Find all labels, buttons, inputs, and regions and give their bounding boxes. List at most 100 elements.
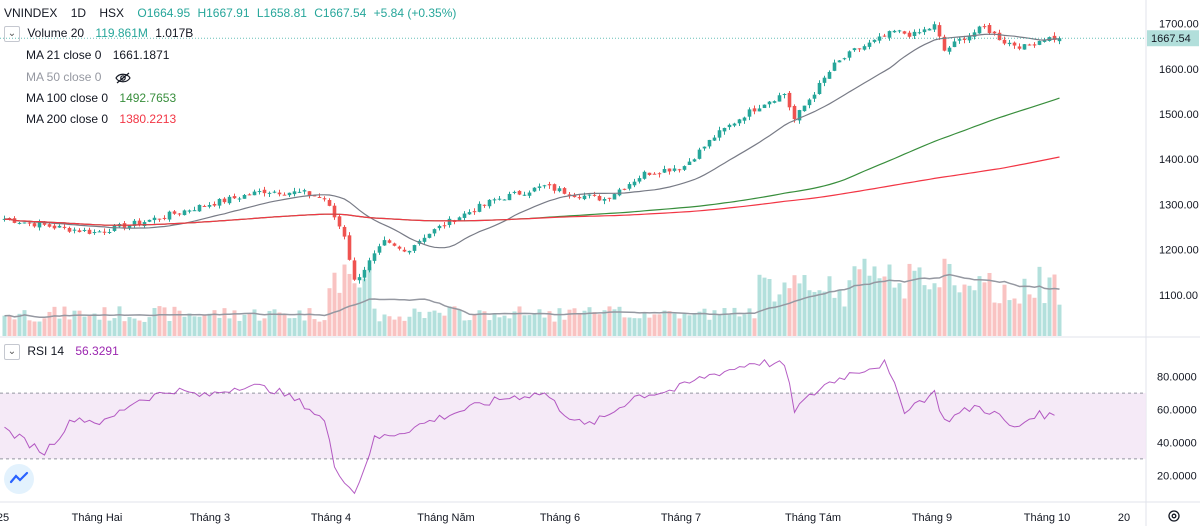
volume-bar [797,283,802,336]
candle-body [827,71,832,79]
volume-bar [702,308,707,336]
volume-bar [457,309,462,336]
candle-body [482,204,487,206]
candle-body [687,161,692,165]
volume-bars [2,258,1062,336]
time-tick-label: Tháng 10 [1024,512,1070,524]
volume-bar [947,263,952,336]
change-value: +5.84 (+0.35%) [373,6,457,20]
candle-body [567,194,572,197]
volume-bar [762,277,767,336]
volume-bar [832,297,837,336]
volume-bar [622,317,627,336]
ma200-label: MA 200 close 0 [26,112,109,126]
volume-bar [517,306,522,336]
ma21-label: MA 21 close 0 [26,48,102,62]
rsi-legend[interactable]: ⌄ RSI 14 56.3291 [4,344,123,360]
ma100-legend[interactable]: MA 100 close 0 1492.7653 [26,91,180,105]
volume-bar [817,290,822,336]
volume-bar [502,315,507,336]
eye-hidden-icon[interactable] [115,72,131,84]
candle-body [512,191,517,193]
volume-legend[interactable]: ⌄ Volume 20 119.861M 1.017B [4,26,197,42]
candle-body [402,249,407,252]
volume-bar [222,308,227,336]
volume-bar [627,317,632,336]
volume-bar [602,310,607,336]
rsi-value: 56.3291 [75,344,119,359]
volume-bar [122,321,127,336]
time-tick-label: Tháng Năm [417,512,474,524]
volume-bar [117,306,122,336]
candle-body [627,184,632,189]
volume-bar [367,267,372,336]
candle-body [962,38,967,40]
candle-body [842,58,847,60]
volume-bar [57,318,62,336]
candle-body [607,197,612,199]
candle-body [337,216,342,227]
volume-bar [7,315,12,336]
volume-bar [732,307,737,336]
candle-body [847,51,852,58]
volume-bar [257,320,262,336]
volume-bar [142,321,147,336]
chevron-down-icon[interactable]: ⌄ [4,26,20,42]
ma50-legend[interactable]: MA 50 close 0 [26,70,131,84]
ma21-legend[interactable]: MA 21 close 0 1661.1871 [26,48,173,62]
volume-bar [882,276,887,336]
volume-bar [837,289,842,336]
candle-body [62,226,67,228]
candle-body [197,204,202,212]
ma200-legend[interactable]: MA 200 close 0 1380.2213 [26,112,180,126]
volume-bar [172,306,177,336]
volume-bar [67,319,72,336]
candle-body [47,224,52,227]
candle-body [127,225,132,229]
candle-body [187,210,192,212]
volume-bar [507,318,512,336]
candle-body [467,212,472,215]
chevron-down-icon[interactable]: ⌄ [4,344,20,360]
interval-label[interactable]: 1D [70,6,87,20]
volume-bar [387,316,392,336]
volume-value: 119.861M [95,26,148,41]
last-price-tag-label: 1667.54 [1151,33,1191,45]
candle-body [222,198,227,203]
candle-body [232,196,237,199]
candle-body [37,222,42,228]
tradingview-logo-icon[interactable] [4,464,34,494]
volume-bar [982,282,987,336]
candle-body [22,222,27,224]
candle-body [712,137,717,141]
volume-bar [1007,300,1012,336]
candle-body [612,194,617,200]
volume-bar [922,285,927,336]
volume-bar [297,310,302,336]
volume-bar [802,275,807,336]
candle-body [527,192,532,196]
volume-bar [442,315,447,336]
volume-bar [642,312,647,336]
candle-body [1017,46,1022,49]
last-price-tag: 1667.54 [0,30,1199,47]
candle-body [1052,35,1057,40]
candle-body [407,250,412,253]
candle-body [87,229,92,234]
volume-bar [772,301,777,336]
candle-body [102,231,107,233]
candle-body [632,181,637,186]
header-legend: VNINDEX 1D HSX O1664.95 H1667.91 L1658.8… [4,6,460,20]
volume-bar [432,310,437,336]
volume-bar [812,291,817,336]
candle-body [652,173,657,175]
settings-gear-icon[interactable] [1166,508,1182,524]
candle-body [642,171,647,179]
volume-bar [467,320,472,336]
volume-bar [77,310,82,336]
symbol-label[interactable]: VNINDEX [4,6,58,20]
time-tick-label: Tháng 7 [661,512,701,524]
volume-bar [572,308,577,336]
volume-bar [217,317,222,336]
